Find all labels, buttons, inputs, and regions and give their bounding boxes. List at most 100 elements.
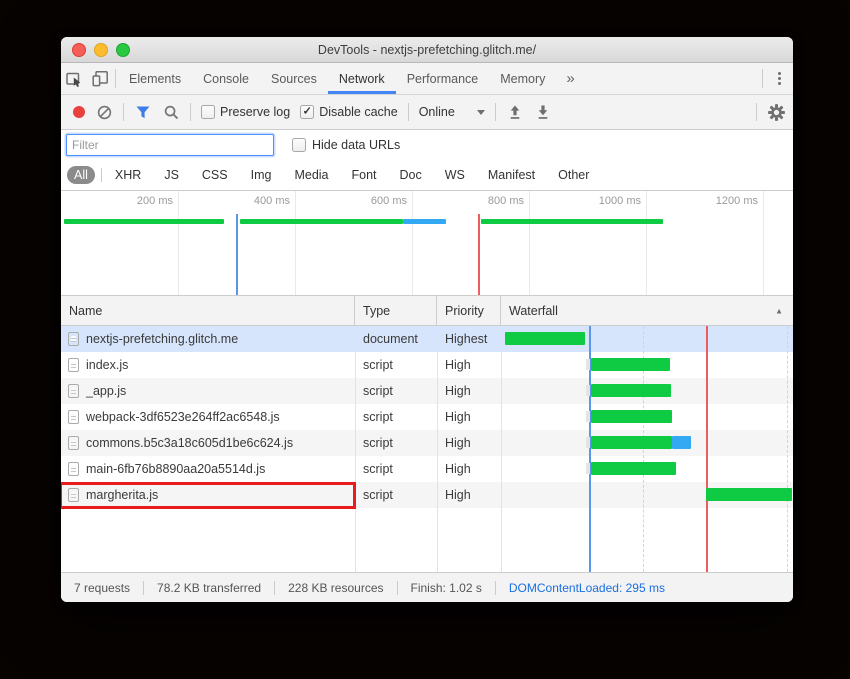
overview-gridline [178,191,179,295]
search-button[interactable] [162,103,180,121]
hide-data-urls-checkbox[interactable] [292,138,306,152]
settings-button[interactable] [767,103,785,121]
divider [100,168,102,182]
overview-gridline [295,191,296,295]
hide-data-urls-label[interactable]: Hide data URLs [312,138,401,152]
request-priority-cell: High [445,410,471,424]
preserve-log-checkbox[interactable] [201,105,215,119]
request-waterfall-cell [501,326,793,352]
request-row[interactable]: nextjs-prefetching.glitch.me document High… [61,326,793,352]
waterfall-green-bar[interactable] [706,488,792,501]
filter-pill-xhr[interactable]: XHR [114,168,142,182]
request-row[interactable]: main-6fb76b8890aa20a5514d.js script High [61,456,793,482]
request-row[interactable]: margherita.js script High [61,482,793,509]
request-row[interactable]: index.js script High [61,352,793,378]
close-window-button[interactable] [72,42,86,57]
clear-icon [97,105,111,119]
request-name-cell: _app.js [61,378,355,404]
throttling-dropdown[interactable]: Online [419,105,485,119]
download-icon [538,105,548,119]
dot-icon [777,72,781,75]
preserve-log-group: Preserve log [201,105,290,119]
filter-pill-other[interactable]: Other [558,168,590,182]
overview-gridline [529,191,530,295]
filter-pill-img[interactable]: Img [250,168,272,182]
request-priority-cell: High [445,358,471,372]
record-button[interactable] [73,106,85,118]
column-header-name[interactable]: Name [61,296,355,325]
waterfall-green-bar[interactable] [591,358,670,371]
inspect-element-button[interactable] [61,63,87,94]
request-row[interactable]: _app.js script High [61,378,793,404]
dot-icon [777,82,781,85]
minimize-window-button[interactable] [94,42,108,57]
request-waterfall-cell [501,456,793,482]
tab-performance[interactable]: Performance [406,71,479,86]
filter-pill-js[interactable]: JS [164,168,179,182]
filter-pill-ws[interactable]: WS [444,168,465,182]
file-icon [68,358,79,372]
overview-gridline [646,191,647,295]
request-name-cell: commons.b5c3a18c605d1be6c624.js [61,430,355,456]
tab-network[interactable]: Network [327,63,396,94]
waterfall-green-bar[interactable] [591,436,672,449]
disable-cache-checkbox[interactable]: ✓ [300,105,315,119]
column-header-waterfall[interactable]: Waterfall ▲ [501,296,793,325]
request-type-cell: script [363,358,393,372]
request-name-cell: main-6fb76b8890aa20a5514d.js [61,456,355,482]
device-toolbar-button[interactable] [87,63,113,94]
window-title: DevTools - nextjs-prefetching.glitch.me/ [317,42,537,57]
request-type-cell: script [363,436,393,450]
status-bar: 7 requests 78.2 KB transferred 228 KB reso… [61,572,793,602]
preserve-log-label[interactable]: Preserve log [220,105,291,119]
filter-pill-css[interactable]: CSS [201,168,228,182]
waterfall-blue-bar[interactable] [672,436,691,449]
tab-sources[interactable]: Sources [270,71,317,86]
overview-timeline[interactable]: 200 ms 400 ms 600 ms 800 ms 1000 ms 1200 ms [61,191,793,296]
column-header-type[interactable]: Type [355,296,437,325]
request-name: _app.js [86,384,127,398]
file-icon [68,488,79,502]
clear-button[interactable] [95,103,113,121]
overview-tick-label: 200 ms [136,195,173,207]
import-har-button[interactable] [506,103,524,121]
overview-green-bar [481,219,663,224]
waterfall-green-bar[interactable] [505,332,585,345]
filter-input[interactable] [66,134,274,156]
tab-elements[interactable]: Elements [129,71,182,86]
tab-memory[interactable]: Memory [500,71,546,86]
waterfall-green-bar[interactable] [591,410,672,423]
summary-item: 78.2 KB transferred [144,580,276,595]
main-menu-button[interactable] [765,63,793,94]
filter-pill-media[interactable]: Media [294,168,329,182]
waterfall-green-bar[interactable] [591,384,671,397]
filter-pill-font[interactable]: Font [351,168,377,182]
devtools-window: DevTools - nextjs-prefetching.glitch.me/… [61,37,793,602]
waterfall-green-bar[interactable] [591,462,676,475]
request-name-cell: nextjs-prefetching.glitch.me [61,326,355,352]
waterfall-queueing-tick [586,463,590,474]
column-header-priority[interactable]: Priority [437,296,501,325]
filter-toggle-button[interactable] [134,103,152,121]
network-toolbar: Preserve log ✓ Disable cache Online [61,95,793,130]
more-tabs-button[interactable]: » [566,70,575,87]
zoom-window-button[interactable] [116,42,130,57]
file-icon [68,384,79,398]
disable-cache-label[interactable]: Disable cache [319,105,398,119]
request-priority-cell: High [445,462,471,476]
waterfall-queueing-tick [586,385,590,396]
overview-tick-label: 800 ms [487,195,524,207]
request-row[interactable]: webpack-3df6523e264ff2ac6548.js script Hig… [61,404,793,430]
tab-console[interactable]: Console [203,71,249,86]
export-har-button[interactable] [534,103,552,121]
filter-pill-manifest[interactable]: Manifest [487,168,536,182]
filter-pill-doc[interactable]: Doc [399,168,422,182]
overview-tick-label: 1200 ms [715,195,758,207]
request-row[interactable]: commons.b5c3a18c605d1be6c624.js script Hig… [61,430,793,456]
domcontentloaded-line [236,214,238,295]
filter-pill-all[interactable]: All [67,166,95,184]
device-icon [91,71,108,87]
hide-data-urls-group: Hide data URLs [292,138,400,152]
request-priority-cell: High [445,488,471,502]
